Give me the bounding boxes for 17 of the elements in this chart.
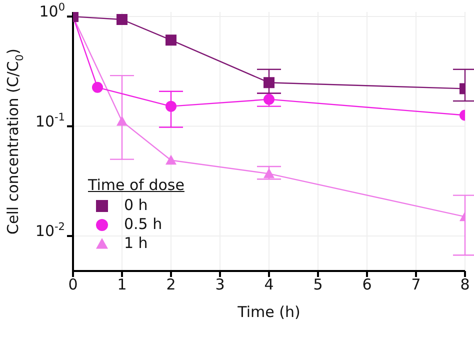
y-tick-label: 10$^{0}$ bbox=[39, 2, 65, 21]
x-tick-label: 5 bbox=[313, 276, 323, 294]
x-tick-label: 3 bbox=[215, 276, 225, 294]
x-tick-label: 1 bbox=[117, 276, 127, 294]
x-tick-label: 6 bbox=[362, 276, 372, 294]
legend-label: 0 h bbox=[124, 196, 148, 215]
x-tick-label: 7 bbox=[411, 276, 421, 294]
x-tick-label: 8 bbox=[460, 276, 470, 294]
x-tick-label: 4 bbox=[264, 276, 274, 294]
legend-label: 1 h bbox=[124, 234, 148, 253]
x-tick-label: 2 bbox=[166, 276, 176, 294]
legend-label: 0.5 h bbox=[124, 215, 162, 234]
x-axis-title: Time (h) bbox=[236, 303, 300, 321]
x-tick-label: 0 bbox=[68, 276, 78, 294]
legend-title: Time of dose bbox=[88, 176, 184, 195]
y-tick-label: 10$^{-1}$ bbox=[35, 111, 65, 130]
y-tick-label: 10$^{-2}$ bbox=[35, 221, 65, 240]
